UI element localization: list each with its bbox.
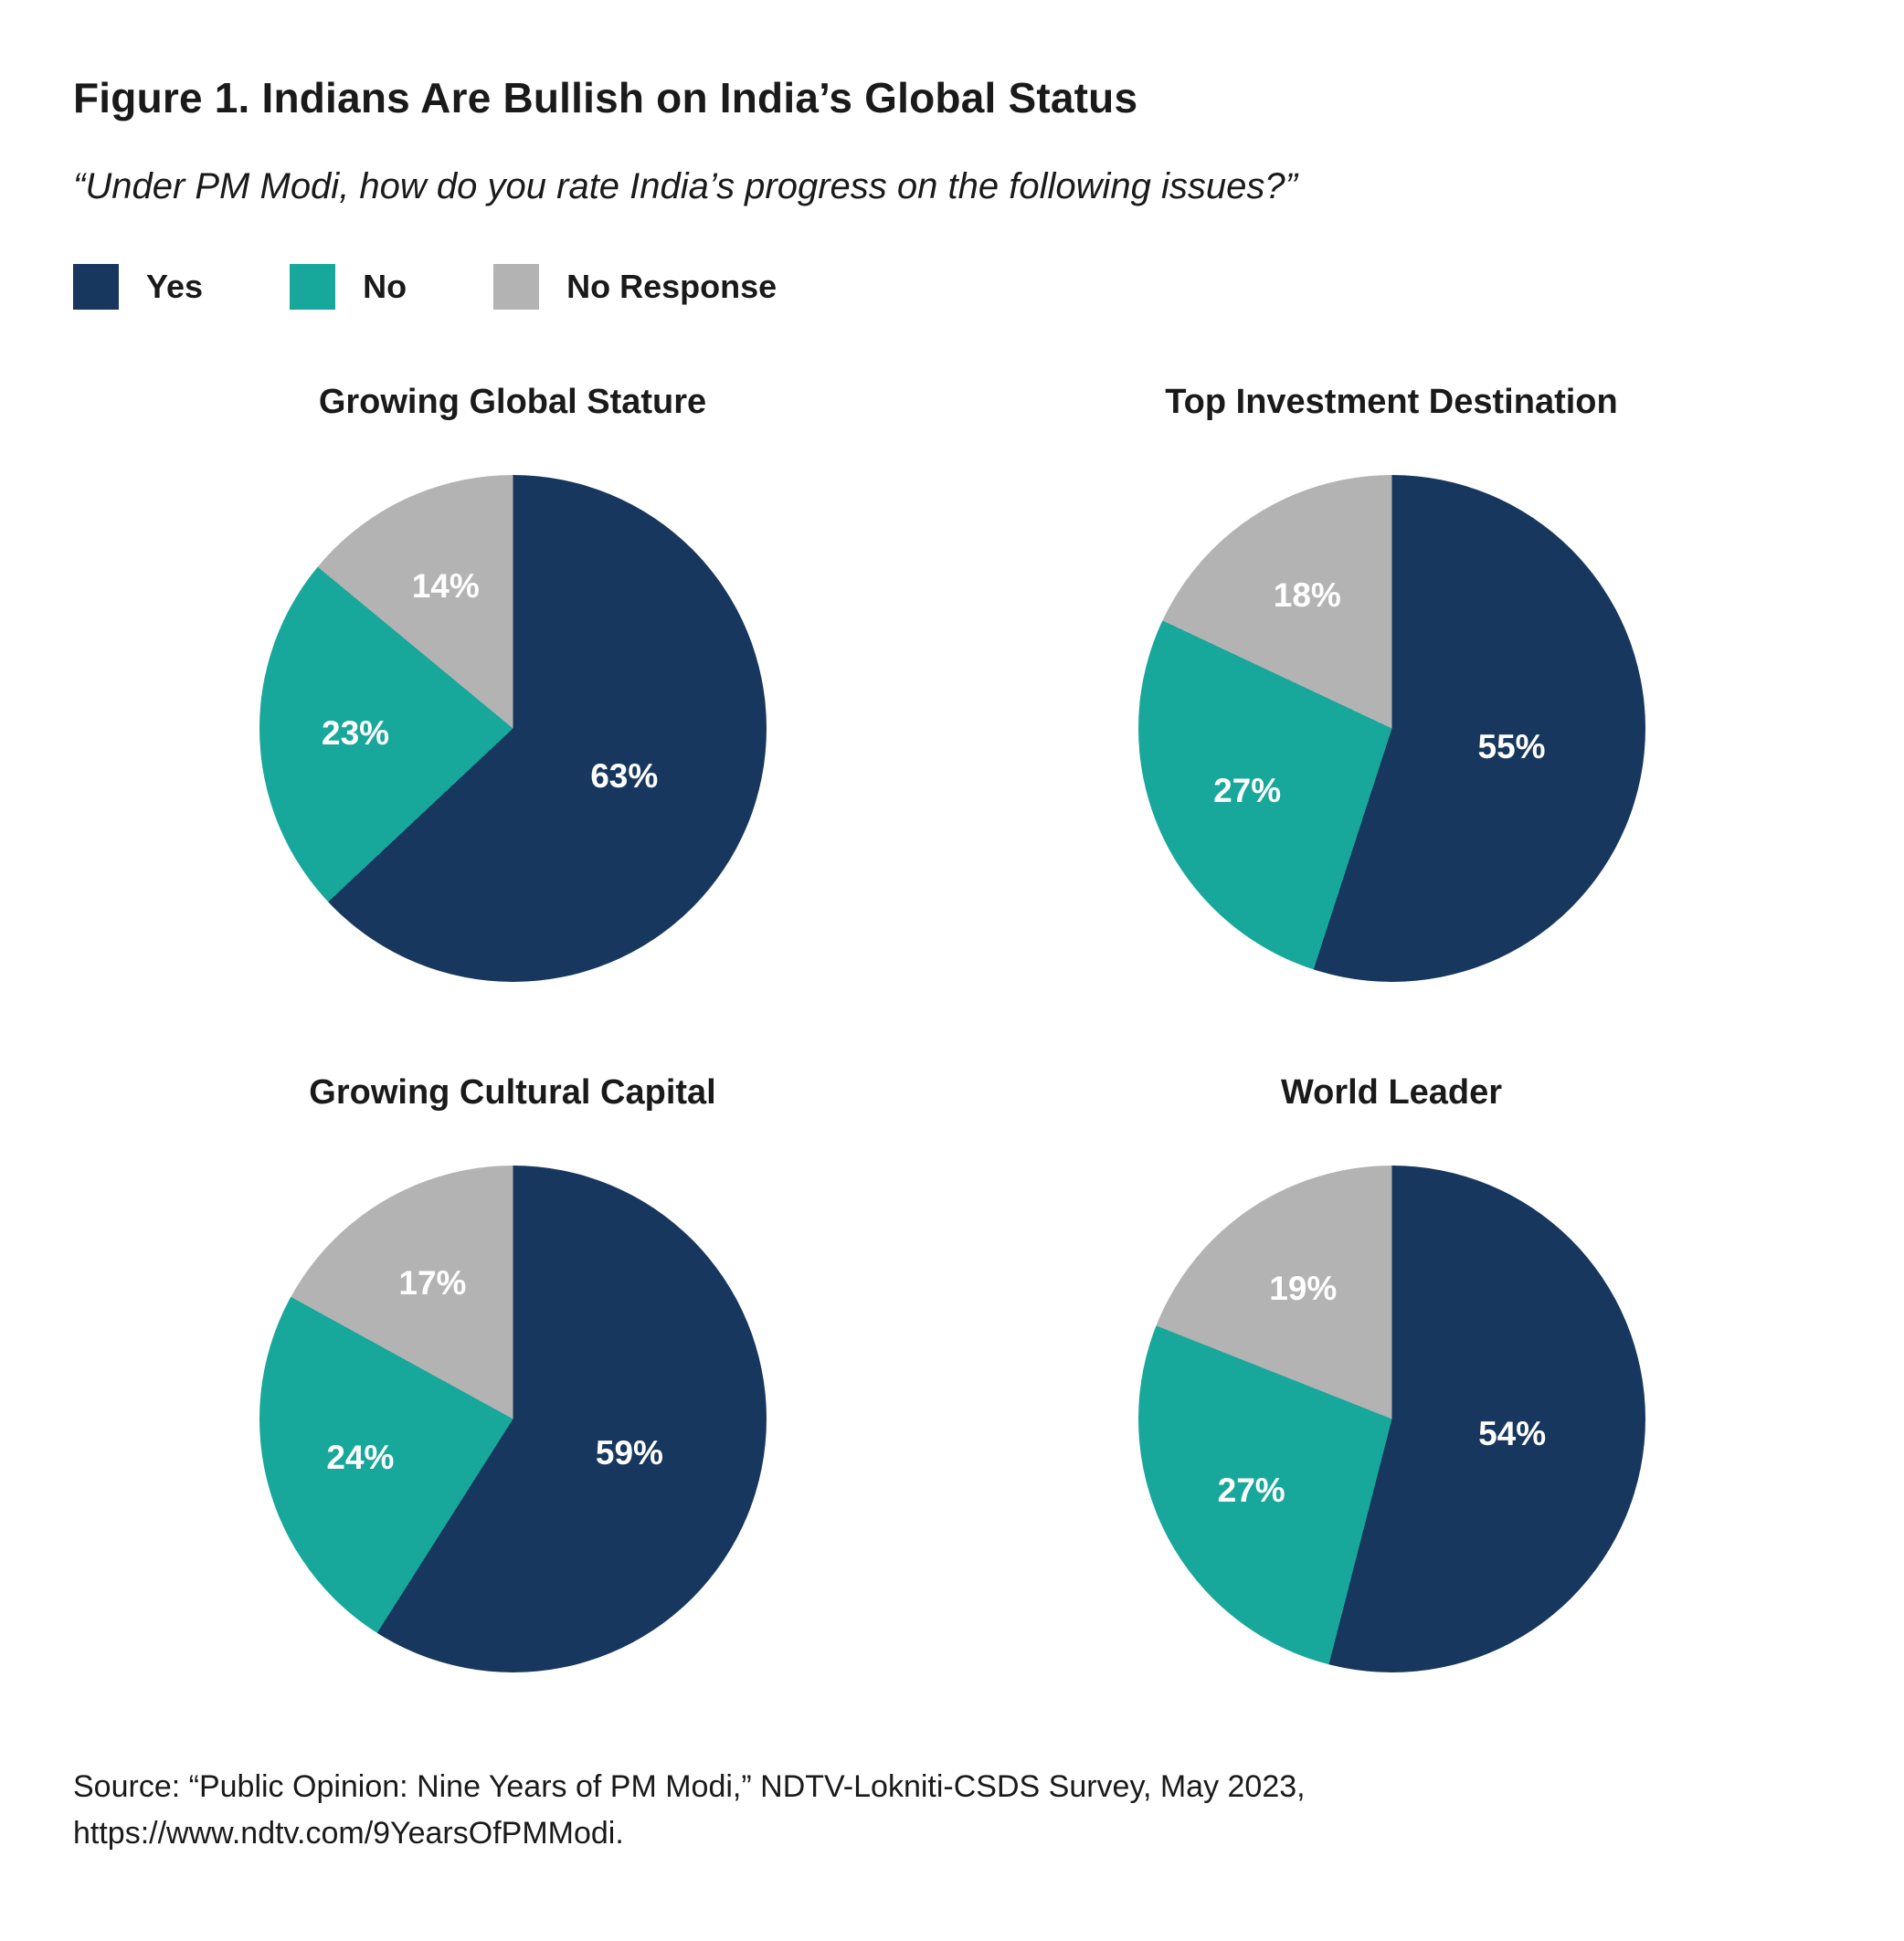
legend-item-yes: Yes [73,264,203,310]
pie-chart: 55% 27% 18% [1137,475,1645,982]
pie-slice-label: 27% [1217,1471,1285,1509]
chart-growing-cultural-capital: Growing Cultural Capital 59% 24% 17% [73,1073,952,1672]
pie-chart: 59% 24% 17% [259,1166,767,1672]
pie-chart: 63% 23% 14% [259,475,767,982]
chart-title: Growing Cultural Capital [309,1073,716,1112]
pie-slice-label: 55% [1477,728,1546,766]
legend-swatch-yes [73,264,119,310]
pie-chart: 54% 27% 19% [1137,1166,1645,1672]
source-line-1: Source: “Public Opinion: Nine Years of P… [73,1769,1306,1804]
legend-item-no: No [290,264,407,310]
chart-title: Top Investment Destination [1165,383,1618,421]
source-note: Source: “Public Opinion: Nine Years of P… [73,1764,1831,1857]
pie-slice-label: 14% [411,566,480,605]
chart-world-leader: World Leader 54% 27% 19% [952,1073,1831,1672]
figure-header: Figure 1. Indians Are Bullish on India’s… [73,73,1831,310]
pie-slice-label: 17% [398,1264,467,1303]
legend-item-no-response: No Response [493,264,777,310]
pie-slice-label: 54% [1478,1415,1547,1453]
legend-label-no: No [363,268,407,305]
chart-growing-global-stature: Growing Global Stature 63% 23% 14% [73,383,952,982]
chart-title: Growing Global Stature [318,383,707,421]
chart-top-investment-destination: Top Investment Destination 55% 27% 18% [952,383,1831,982]
legend-label-yes: Yes [146,268,204,305]
pie-slice-label: 27% [1213,771,1282,809]
chart-title: World Leader [1280,1073,1503,1112]
pie-slice-label: 59% [595,1433,663,1472]
legend-label-no-response: No Response [566,268,777,305]
pie-slice-label: 63% [590,757,659,796]
pie-slice-label: 23% [322,713,390,752]
legend-swatch-no [290,264,336,310]
legend-swatch-no-response [493,264,540,310]
figure-subtitle: “Under PM Modi, how do you rate India’s … [73,166,1297,206]
pie-slice-label: 24% [326,1439,395,1477]
source-line-2: https://www.ndtv.com/9YearsOfPMModi. [73,1816,624,1851]
pie-slice-label: 18% [1273,576,1341,615]
pie-slice-label: 19% [1269,1270,1338,1308]
legend: Yes No No Response [73,264,1831,310]
charts-grid: Growing Global Stature 63% 23% 14% Top Inv… [73,383,1831,1672]
figure-title: Figure 1. Indians Are Bullish on India’s… [73,74,1138,121]
